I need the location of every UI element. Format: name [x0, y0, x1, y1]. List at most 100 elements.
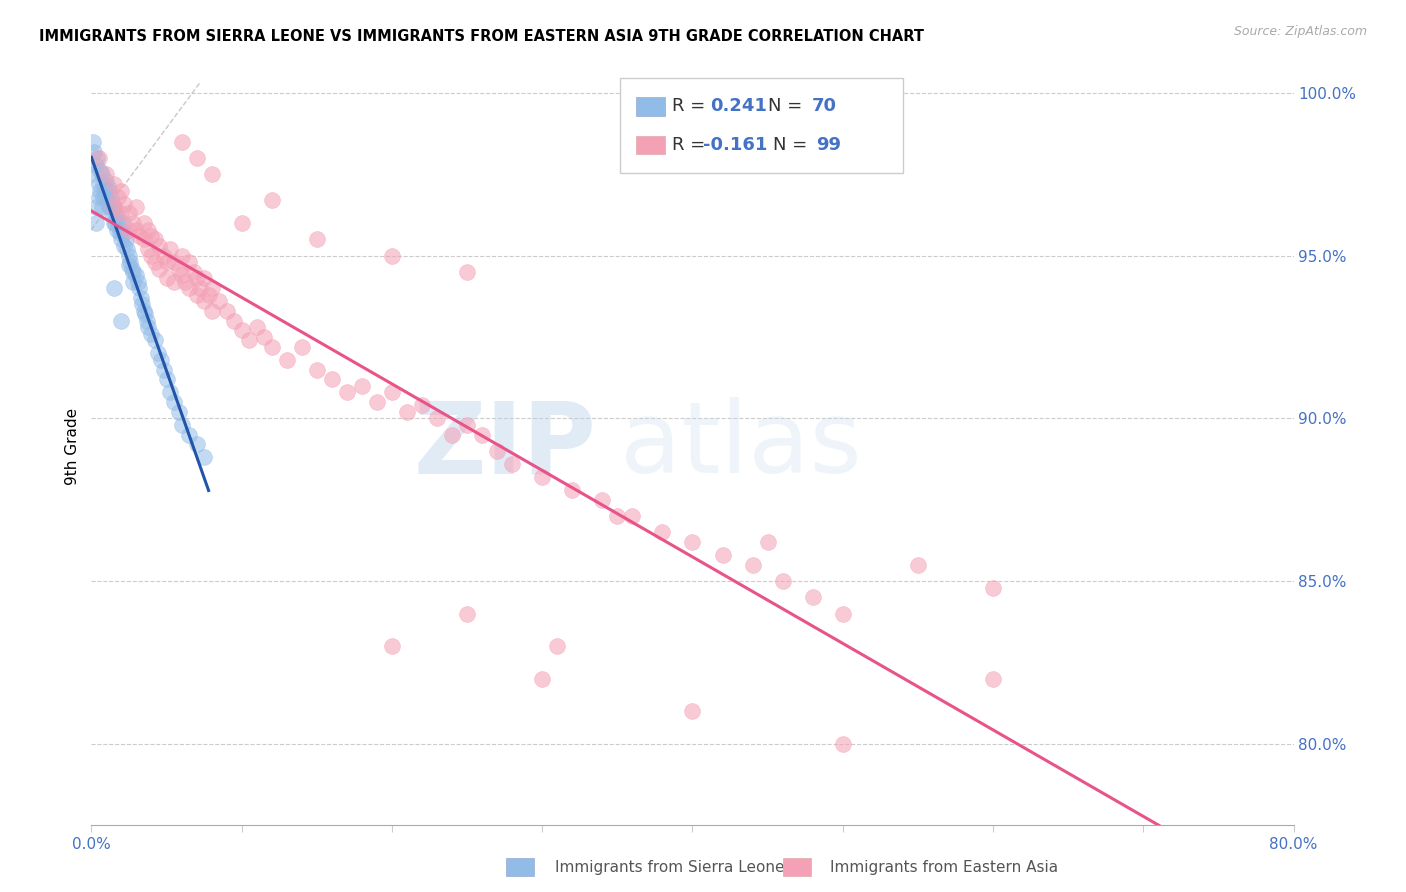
Point — [981, 581, 1004, 595]
Point — [381, 249, 404, 263]
Point — [87, 151, 110, 165]
Point — [118, 249, 141, 263]
Point — [440, 427, 463, 442]
Point — [118, 222, 141, 236]
Point — [141, 229, 163, 244]
Point — [193, 450, 215, 465]
Point — [131, 297, 153, 311]
Point — [238, 333, 260, 347]
Point — [105, 210, 128, 224]
Point — [152, 362, 174, 376]
Point — [173, 275, 195, 289]
Point — [93, 177, 115, 191]
Point — [89, 184, 111, 198]
Point — [981, 672, 1004, 686]
Point — [148, 239, 170, 253]
Point — [186, 271, 208, 285]
Point — [681, 704, 703, 718]
Point — [561, 483, 583, 497]
Point — [163, 275, 186, 289]
Text: 70: 70 — [811, 97, 837, 115]
Point — [90, 200, 112, 214]
Point — [167, 405, 190, 419]
Point — [231, 323, 253, 337]
Point — [591, 492, 613, 507]
Text: Immigrants from Sierra Leone: Immigrants from Sierra Leone — [555, 860, 785, 874]
Point — [110, 184, 132, 198]
Point — [138, 320, 160, 334]
Point — [82, 135, 104, 149]
Point — [231, 216, 253, 230]
Point — [104, 216, 127, 230]
Point — [155, 255, 177, 269]
Point — [114, 226, 136, 240]
Point — [305, 232, 328, 246]
Point — [103, 216, 125, 230]
Point — [141, 249, 163, 263]
Point — [128, 281, 150, 295]
Point — [456, 607, 478, 621]
Point — [531, 672, 554, 686]
Point — [170, 249, 193, 263]
FancyBboxPatch shape — [620, 78, 903, 173]
Point — [208, 294, 231, 309]
Point — [96, 174, 118, 188]
Text: Source: ZipAtlas.com: Source: ZipAtlas.com — [1233, 25, 1367, 38]
Text: 0.241: 0.241 — [710, 97, 768, 115]
Point — [170, 135, 193, 149]
Point — [163, 395, 186, 409]
Point — [186, 151, 208, 165]
Point — [801, 591, 824, 605]
Point — [321, 372, 343, 386]
Point — [155, 271, 177, 285]
Point — [103, 200, 125, 214]
Point — [104, 206, 127, 220]
Point — [110, 314, 132, 328]
Y-axis label: 9th Grade: 9th Grade — [65, 408, 80, 484]
Point — [167, 261, 190, 276]
Point — [831, 737, 853, 751]
Point — [426, 411, 449, 425]
Point — [651, 525, 673, 540]
Point — [94, 184, 117, 198]
Point — [149, 352, 172, 367]
Text: atlas: atlas — [620, 398, 862, 494]
Point — [134, 307, 156, 321]
Point — [215, 304, 238, 318]
Point — [411, 398, 433, 412]
Point — [177, 427, 200, 442]
Point — [186, 437, 208, 451]
Point — [201, 281, 224, 295]
Point — [143, 232, 166, 246]
Text: ZIP: ZIP — [413, 398, 596, 494]
Point — [336, 385, 359, 400]
Point — [132, 216, 155, 230]
Point — [84, 216, 107, 230]
Point — [143, 255, 166, 269]
Point — [201, 167, 224, 181]
Point — [350, 379, 373, 393]
Point — [103, 177, 125, 191]
Point — [115, 232, 138, 246]
Point — [110, 232, 132, 246]
Point — [125, 200, 148, 214]
Point — [105, 222, 128, 236]
Point — [456, 417, 478, 432]
Point — [141, 326, 163, 341]
Point — [114, 239, 136, 253]
Point — [291, 340, 314, 354]
Point — [711, 548, 734, 562]
Point — [246, 320, 269, 334]
Point — [97, 196, 120, 211]
Point — [170, 417, 193, 432]
Point — [138, 242, 160, 256]
Point — [201, 304, 224, 318]
Point — [381, 385, 404, 400]
Text: -0.161: -0.161 — [703, 136, 768, 153]
Point — [146, 346, 169, 360]
Point — [531, 470, 554, 484]
Point — [276, 352, 298, 367]
Point — [84, 200, 107, 214]
Point — [125, 222, 148, 236]
Point — [118, 259, 141, 273]
